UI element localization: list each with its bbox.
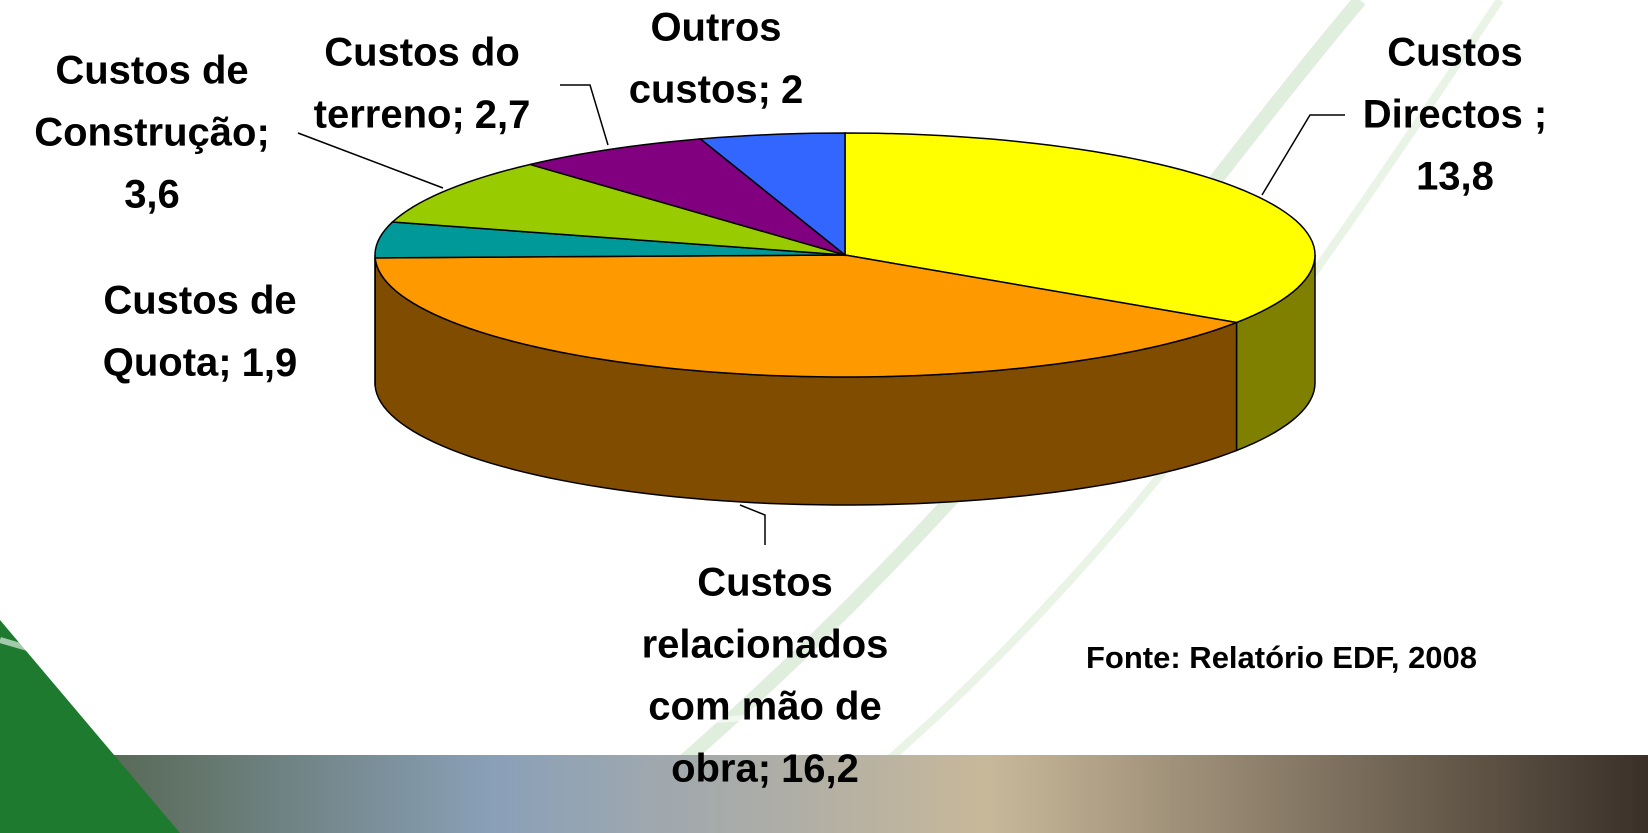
- leader-line: [1261, 114, 1345, 196]
- slice-label: Custos de: [103, 279, 296, 323]
- slice-label: relacionados: [642, 623, 889, 667]
- leader-line: [739, 504, 766, 545]
- slice-label: Custos do: [324, 31, 520, 75]
- slice-label: Quota; 1,9: [103, 341, 297, 385]
- slice-label: obra; 16,2: [671, 747, 859, 791]
- slice-label: custos; 2: [629, 68, 804, 112]
- green-corner: [0, 620, 180, 833]
- slice-label: Directos ;: [1363, 93, 1548, 137]
- value-label: 1,9: [242, 341, 298, 385]
- slice: [374, 221, 846, 259]
- leader-line: [560, 84, 609, 146]
- labels: Custos Directos ; 13,8 Custos relacionados co…: [34, 6, 1547, 791]
- slice: [390, 163, 846, 256]
- slice: [698, 132, 846, 257]
- slice: [374, 254, 1240, 378]
- value-label: 2: [781, 68, 803, 112]
- slice-label: Construção;: [34, 111, 270, 155]
- value-label: 3,6: [124, 173, 180, 217]
- slice-label: terreno; 2,7: [314, 93, 531, 137]
- leader-line: [297, 132, 444, 189]
- source: Fonte: Relatório EDF, 2008: [1086, 640, 1477, 675]
- photo-band: [0, 755, 1648, 833]
- slice: [529, 138, 846, 256]
- slice-label: Custos de: [55, 49, 248, 93]
- slice-label: Outros: [650, 6, 781, 50]
- slice-label: com mão de: [648, 685, 881, 729]
- swoosh: [0, 637, 901, 728]
- value-label: 2,7: [475, 93, 531, 137]
- slice-label: Custos: [697, 561, 833, 605]
- slice-label: Custos: [1387, 31, 1523, 75]
- value-label: 16,2: [781, 747, 859, 791]
- value-label: 13,8: [1416, 155, 1494, 199]
- pie: [374, 132, 1316, 506]
